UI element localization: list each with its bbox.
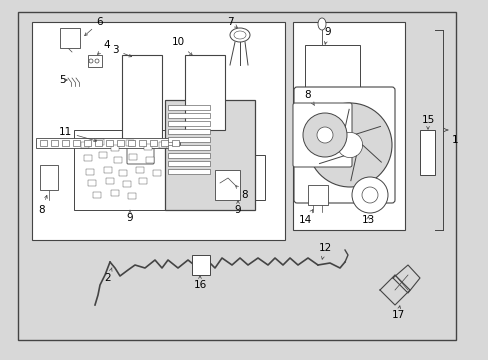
Circle shape — [303, 113, 346, 157]
Bar — [106, 140, 113, 146]
Bar — [106, 178, 114, 184]
Bar — [111, 145, 119, 151]
Circle shape — [89, 59, 93, 63]
Text: 3: 3 — [111, 45, 131, 57]
Bar — [184, 55, 224, 130]
Bar — [292, 22, 404, 230]
Bar — [139, 178, 147, 184]
Bar — [168, 121, 209, 126]
Text: 2: 2 — [104, 267, 112, 283]
Bar — [93, 192, 101, 198]
Bar — [172, 140, 179, 146]
Bar — [168, 137, 209, 142]
Bar — [128, 140, 135, 146]
Text: 8: 8 — [39, 195, 47, 215]
Text: 14: 14 — [298, 210, 312, 225]
Bar — [117, 140, 124, 146]
Bar — [114, 157, 122, 163]
Ellipse shape — [317, 18, 325, 30]
Bar — [81, 142, 89, 148]
Bar — [51, 140, 58, 146]
Bar — [146, 157, 154, 163]
Bar — [88, 180, 96, 186]
Bar — [161, 140, 168, 146]
Ellipse shape — [234, 31, 245, 39]
Bar — [74, 130, 184, 210]
Bar — [99, 152, 107, 158]
Bar — [36, 138, 180, 148]
Bar — [136, 167, 143, 173]
Text: 9: 9 — [324, 27, 331, 44]
Bar — [168, 169, 209, 174]
Bar — [209, 155, 264, 200]
Bar — [40, 165, 58, 190]
Circle shape — [337, 132, 362, 158]
Bar — [307, 185, 327, 205]
Circle shape — [316, 127, 332, 143]
Bar — [168, 145, 209, 150]
Bar — [73, 140, 80, 146]
Circle shape — [351, 177, 387, 213]
Text: 5: 5 — [59, 75, 65, 85]
Bar — [123, 181, 131, 187]
Bar — [104, 167, 112, 173]
Bar — [153, 170, 161, 176]
Text: 7: 7 — [226, 17, 237, 27]
Text: 8: 8 — [312, 95, 319, 105]
Text: 13: 13 — [361, 215, 374, 225]
Bar — [111, 190, 119, 196]
Text: 11: 11 — [58, 127, 97, 141]
Bar — [18, 12, 455, 340]
Bar — [84, 140, 91, 146]
Bar — [159, 142, 167, 148]
Bar — [168, 153, 209, 158]
Text: 1: 1 — [451, 135, 457, 145]
Circle shape — [361, 187, 377, 203]
Text: 17: 17 — [390, 306, 404, 320]
Bar — [215, 170, 240, 200]
Bar — [128, 193, 136, 199]
Text: 12: 12 — [318, 243, 331, 259]
FancyBboxPatch shape — [293, 87, 394, 203]
Bar — [305, 45, 359, 100]
Bar — [84, 155, 92, 161]
Text: 8: 8 — [304, 90, 314, 105]
Circle shape — [95, 59, 99, 63]
Bar — [168, 105, 209, 110]
Text: 9: 9 — [126, 210, 133, 223]
Text: 9: 9 — [234, 201, 241, 215]
Bar — [150, 140, 157, 146]
Text: 8: 8 — [235, 185, 248, 200]
Bar — [143, 144, 152, 150]
Bar — [164, 100, 254, 210]
Text: 10: 10 — [171, 37, 192, 55]
Ellipse shape — [229, 28, 249, 42]
Bar — [60, 28, 80, 48]
Bar — [129, 154, 137, 160]
Bar — [96, 139, 104, 145]
Bar — [86, 169, 94, 175]
Bar — [168, 113, 209, 118]
Bar — [62, 140, 69, 146]
FancyBboxPatch shape — [292, 103, 351, 167]
FancyBboxPatch shape — [127, 147, 154, 164]
Text: 4: 4 — [97, 40, 110, 54]
Bar — [88, 55, 102, 67]
Bar — [419, 130, 434, 175]
Bar — [139, 140, 146, 146]
Bar — [168, 129, 209, 134]
Bar — [168, 161, 209, 166]
Bar — [192, 255, 209, 275]
Circle shape — [307, 103, 391, 187]
Text: 6: 6 — [84, 17, 103, 36]
Bar — [32, 22, 285, 240]
Bar — [119, 170, 127, 176]
Bar — [122, 55, 162, 145]
Bar — [126, 140, 134, 146]
Bar — [95, 140, 102, 146]
Bar — [40, 140, 47, 146]
Text: 16: 16 — [193, 276, 206, 290]
Text: 15: 15 — [421, 115, 434, 129]
